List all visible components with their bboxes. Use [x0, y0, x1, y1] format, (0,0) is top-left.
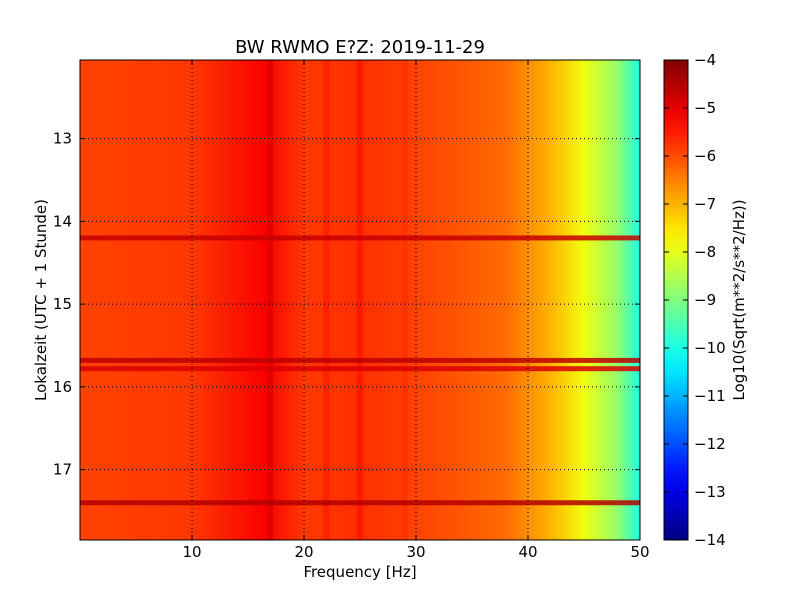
vertical-feature	[323, 60, 330, 540]
colorbar-tick-label: −5	[694, 99, 716, 117]
colorbar-tick-label: −12	[694, 435, 726, 453]
x-tick-label: 10	[182, 543, 201, 561]
colorbar-tick-label: −11	[694, 387, 726, 405]
y-axis: 13 14 15 16 17	[53, 130, 640, 479]
colorbar-tick-label: −8	[694, 243, 716, 261]
x-axis: 10 20 30 40 50	[182, 60, 650, 561]
x-tick-label: 30	[406, 543, 425, 561]
colorbar-tick-label: −10	[694, 339, 726, 357]
plot-area	[79, 59, 641, 541]
horizontal-event	[80, 366, 640, 372]
y-tick-label: 15	[53, 295, 72, 313]
colorbar: −4 −5 −6 −7 −8 −9 −10 −11 −12 −13 −14	[663, 51, 726, 549]
plot-frame	[79, 59, 641, 541]
horizontal-event	[80, 235, 640, 241]
colorbar-tick-label: −13	[694, 483, 726, 501]
vertical-feature	[401, 60, 408, 540]
grid	[80, 60, 640, 540]
colorbar-tick-label: −6	[694, 147, 716, 165]
vertical-feature	[357, 60, 363, 540]
y-tick-label: 17	[53, 461, 72, 479]
x-axis-label: Frequency [Hz]	[303, 563, 416, 581]
y-tick-label: 13	[53, 130, 72, 148]
y-tick-label: 16	[53, 378, 72, 396]
colorbar-tick-label: −4	[694, 51, 716, 69]
vertical-feature	[267, 60, 274, 540]
y-tick-label: 14	[53, 212, 72, 230]
x-tick-label: 20	[294, 543, 313, 561]
colorbar-tick-label: −14	[694, 531, 726, 549]
x-tick-label: 40	[518, 543, 537, 561]
y-axis-label: Lokalzeit (UTC + 1 Stunde)	[32, 199, 50, 401]
colorbar-tick-label: −9	[694, 291, 716, 309]
horizontal-event	[80, 357, 640, 363]
colorbar-label: Log10(Sqrt(m**2/s**2/Hz))	[730, 199, 748, 400]
x-tick-label: 50	[630, 543, 649, 561]
colorbar-tick-label: −7	[694, 195, 716, 213]
horizontal-event	[80, 500, 640, 506]
chart-title: BW RWMO E?Z: 2019-11-29	[235, 37, 485, 58]
